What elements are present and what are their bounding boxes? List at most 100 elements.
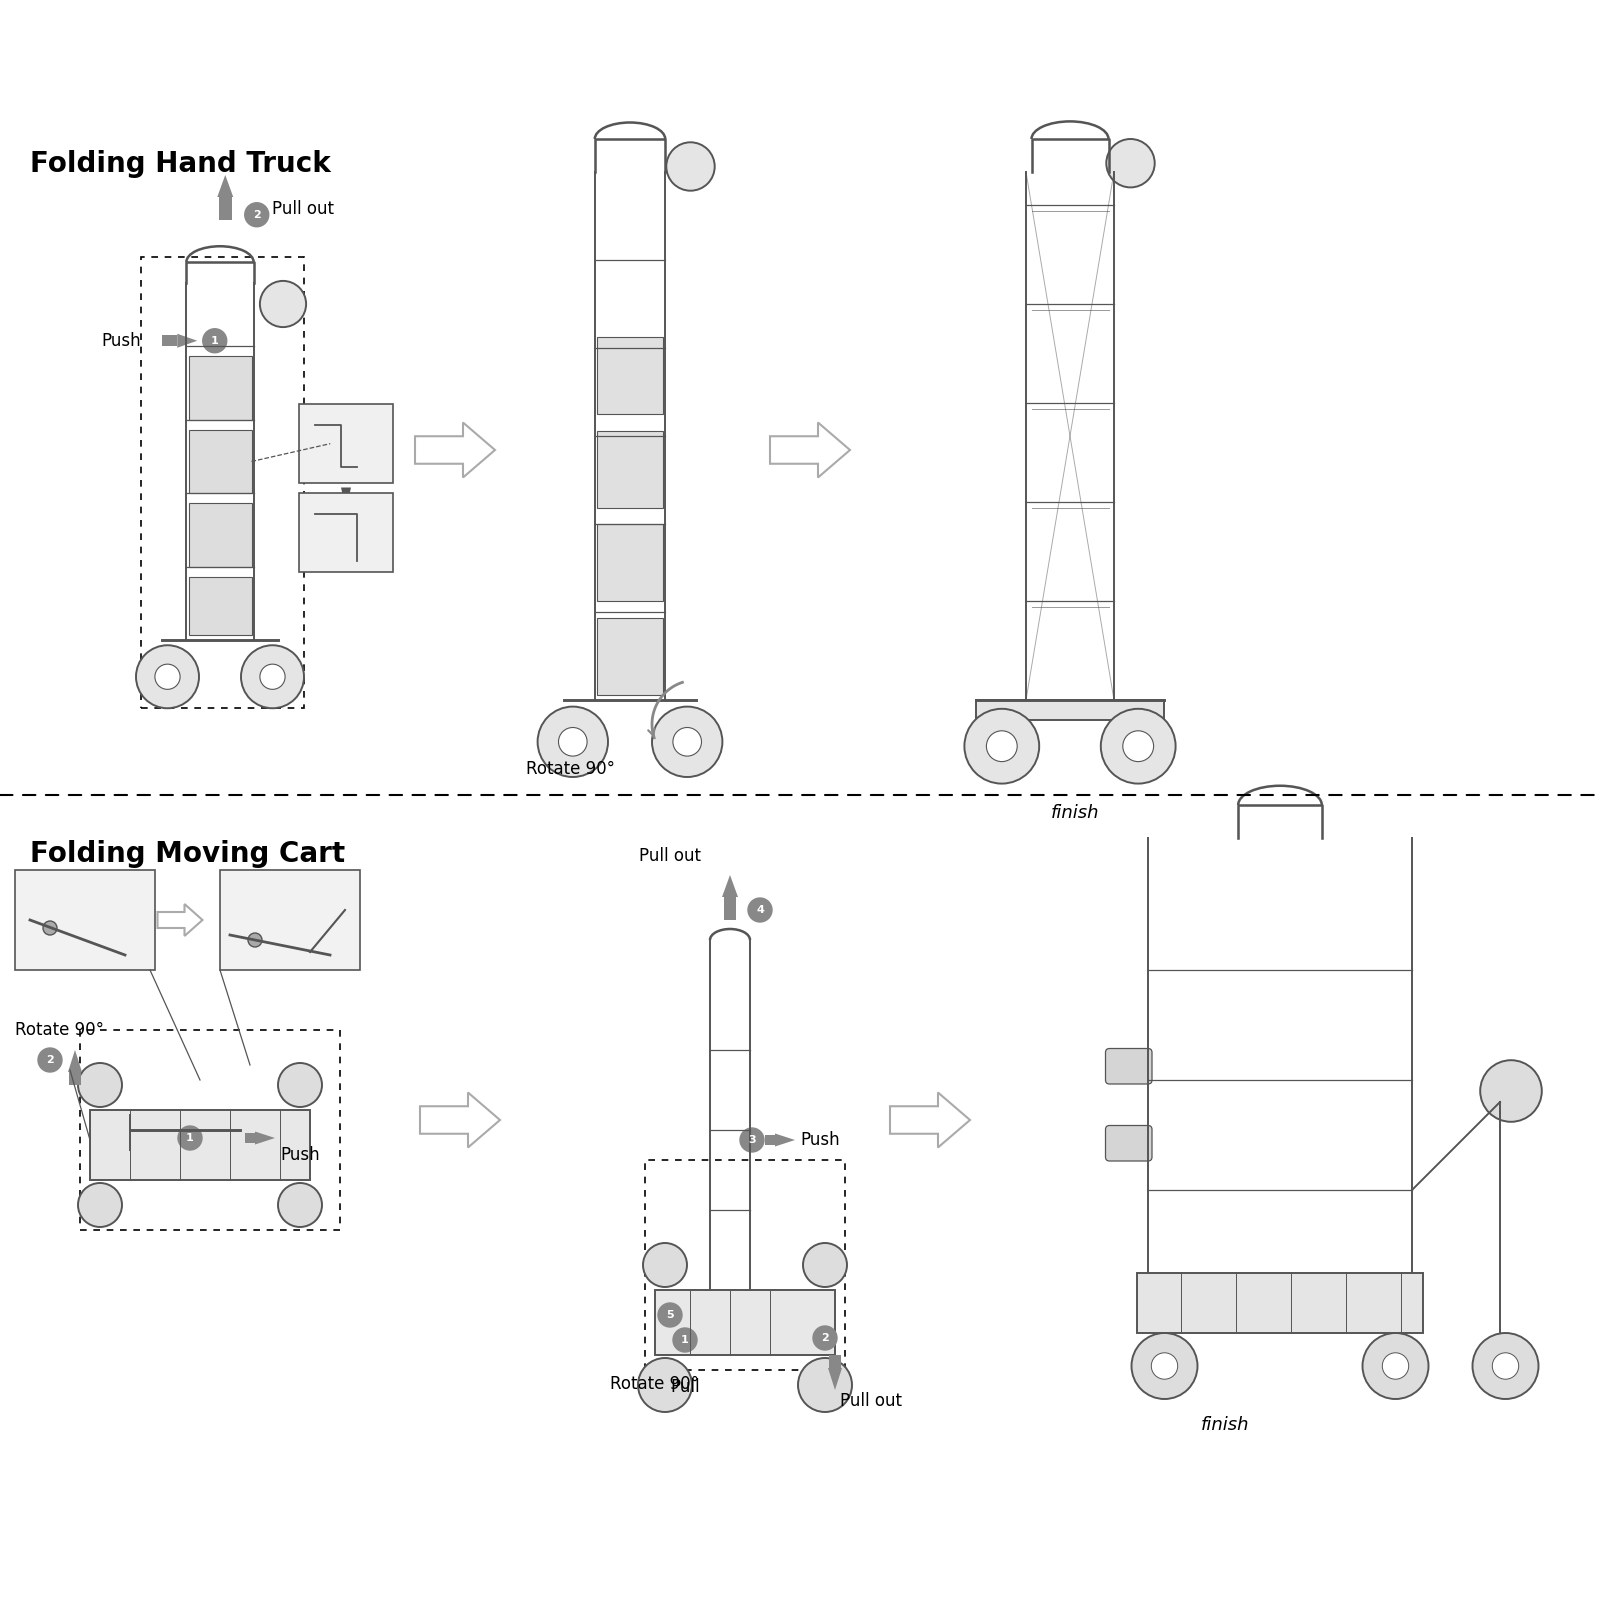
Bar (90, 1110, 310, 1181)
Circle shape (155, 664, 181, 690)
Circle shape (242, 645, 304, 709)
Circle shape (1106, 139, 1155, 187)
Text: 2: 2 (46, 1054, 54, 1066)
Circle shape (1131, 1333, 1197, 1398)
Bar (654, 1290, 835, 1355)
Polygon shape (976, 701, 1163, 720)
Circle shape (813, 1326, 837, 1350)
Circle shape (739, 1128, 765, 1152)
Text: 4: 4 (757, 906, 763, 915)
Circle shape (749, 898, 771, 922)
Circle shape (803, 1243, 846, 1286)
Bar (189, 578, 251, 635)
Text: 2: 2 (253, 210, 261, 219)
Polygon shape (67, 1050, 82, 1072)
Bar (69, 1072, 80, 1085)
Text: finish: finish (1051, 805, 1099, 822)
Bar (645, 1160, 845, 1370)
Text: Pull out: Pull out (840, 1392, 902, 1410)
Polygon shape (829, 1368, 842, 1390)
Bar (189, 504, 251, 566)
Circle shape (203, 328, 227, 352)
Circle shape (965, 709, 1038, 784)
Text: 2: 2 (821, 1333, 829, 1342)
Bar (723, 898, 736, 920)
Circle shape (1480, 1061, 1542, 1122)
Bar (245, 1133, 254, 1142)
Bar (162, 334, 178, 346)
Bar (299, 403, 394, 483)
Circle shape (259, 282, 306, 326)
Bar (189, 430, 251, 493)
Text: Push: Push (102, 331, 141, 350)
Bar (597, 430, 662, 507)
Bar (219, 870, 360, 970)
Polygon shape (770, 422, 850, 477)
Polygon shape (178, 334, 197, 347)
Polygon shape (890, 1093, 970, 1147)
Circle shape (1382, 1352, 1408, 1379)
Text: Push: Push (280, 1146, 320, 1165)
Text: 5: 5 (666, 1310, 674, 1320)
Polygon shape (341, 488, 350, 509)
Text: Rotate 90°: Rotate 90° (610, 1374, 699, 1394)
Circle shape (43, 922, 58, 934)
Circle shape (1123, 731, 1154, 762)
Circle shape (666, 142, 715, 190)
Circle shape (658, 1302, 682, 1326)
Circle shape (986, 731, 1018, 762)
Text: Folding Hand Truck: Folding Hand Truck (30, 150, 331, 178)
Circle shape (38, 1048, 62, 1072)
Circle shape (1152, 1352, 1178, 1379)
Circle shape (278, 1062, 322, 1107)
Text: Pull out: Pull out (272, 200, 334, 219)
Bar (597, 525, 662, 602)
Circle shape (1493, 1352, 1518, 1379)
Bar (829, 1355, 840, 1368)
Text: Push: Push (800, 1131, 840, 1149)
Polygon shape (218, 174, 234, 197)
Bar (219, 197, 232, 219)
Text: Rotate 90°: Rotate 90° (14, 1021, 104, 1038)
Bar (765, 1134, 774, 1146)
Circle shape (674, 728, 701, 757)
Circle shape (558, 728, 587, 757)
Circle shape (78, 1182, 122, 1227)
Polygon shape (414, 422, 494, 477)
Polygon shape (254, 1131, 275, 1144)
Circle shape (674, 1328, 698, 1352)
Bar (597, 338, 662, 414)
Bar (1138, 1272, 1422, 1333)
Bar (189, 357, 251, 419)
Polygon shape (419, 1093, 499, 1147)
Polygon shape (157, 904, 203, 936)
Circle shape (278, 1182, 322, 1227)
Text: Pull out: Pull out (638, 846, 701, 866)
Bar (80, 1030, 341, 1230)
Text: 3: 3 (749, 1134, 755, 1146)
Circle shape (78, 1062, 122, 1107)
Circle shape (178, 1126, 202, 1150)
Text: 1: 1 (186, 1133, 194, 1142)
Circle shape (1472, 1333, 1539, 1398)
Circle shape (245, 203, 269, 227)
Text: 1: 1 (211, 336, 219, 346)
Circle shape (653, 707, 723, 778)
Polygon shape (774, 1133, 795, 1147)
FancyBboxPatch shape (1106, 1125, 1152, 1162)
Text: Pull: Pull (670, 1378, 699, 1395)
Polygon shape (722, 875, 738, 898)
Bar (14, 870, 155, 970)
Bar (141, 256, 304, 709)
Circle shape (136, 645, 198, 709)
Circle shape (643, 1243, 686, 1286)
FancyBboxPatch shape (1106, 1048, 1152, 1085)
Text: Folding Moving Cart: Folding Moving Cart (30, 840, 346, 867)
Circle shape (798, 1358, 851, 1411)
Text: 1: 1 (682, 1334, 690, 1346)
Circle shape (248, 933, 262, 947)
Text: Rotate 90°: Rotate 90° (525, 760, 614, 779)
Circle shape (638, 1358, 691, 1411)
Circle shape (1363, 1333, 1429, 1398)
Circle shape (538, 707, 608, 778)
